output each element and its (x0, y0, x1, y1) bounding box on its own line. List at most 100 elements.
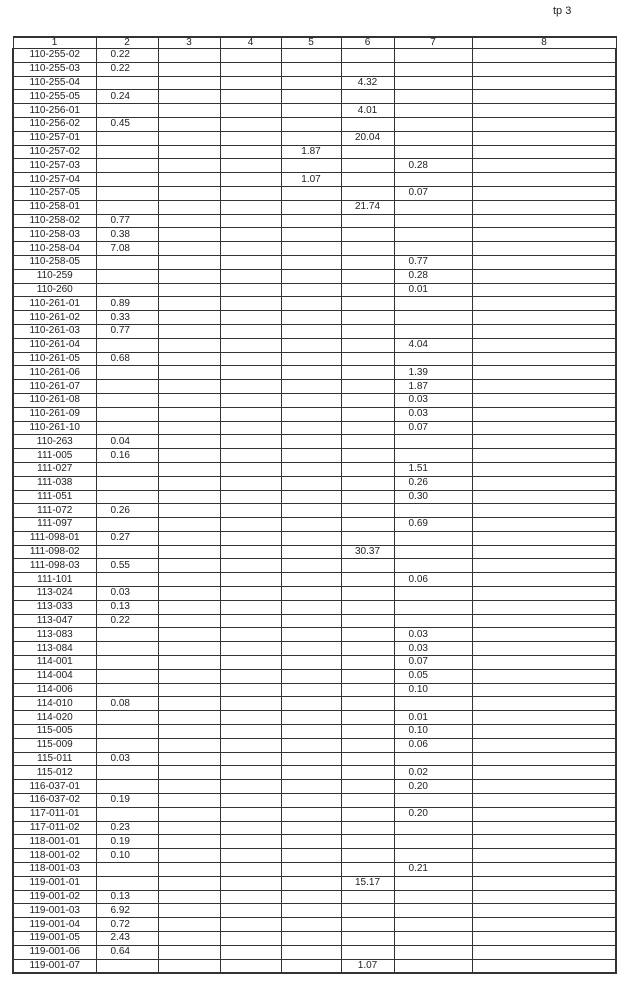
row-code-cell: 113-024 (12, 586, 97, 601)
table-row: 114-010 0.08 (12, 696, 617, 712)
value-cell-col-2: 0.19 (95, 793, 159, 808)
value-cell-col-2: 0.26 (95, 503, 159, 519)
value-cell-col-5 (280, 227, 342, 243)
table-row: 110-258-05 0.77 (12, 254, 617, 270)
value-cell-col-2: 0.77 (95, 323, 159, 339)
row-code-cell: 110-258-04 (12, 241, 97, 256)
value-cell-col-2 (95, 724, 159, 739)
value-cell-col-6 (340, 406, 395, 422)
value-cell-col-2 (95, 379, 159, 394)
value-cell-col-7: 4.04 (393, 337, 473, 353)
value-cell-col-8 (471, 89, 617, 105)
value-cell-col-7 (393, 544, 473, 560)
value-cell-col-5 (280, 392, 342, 408)
value-cell-col-3 (157, 185, 221, 201)
value-cell-col-4 (219, 337, 282, 353)
row-code-cell: 119-001-03 (12, 903, 97, 919)
value-cell-col-4 (219, 489, 282, 505)
value-cell-col-5 (280, 434, 342, 450)
value-cell-col-7: 0.07 (393, 185, 473, 201)
value-cell-col-3 (157, 848, 221, 864)
value-cell-col-5 (280, 737, 342, 753)
row-code-cell: 115-011 (12, 751, 97, 767)
row-code-cell: 110-257-03 (12, 158, 97, 174)
value-cell-col-2 (95, 75, 159, 91)
value-cell-col-8 (471, 641, 617, 657)
value-cell-col-6 (340, 903, 395, 919)
value-cell-col-7 (393, 199, 473, 215)
value-cell-col-7: 0.20 (393, 779, 473, 795)
value-cell-col-5 (280, 61, 342, 77)
table-row: 110-261-07 1.87 (12, 379, 617, 394)
value-cell-col-2: 0.19 (95, 834, 159, 850)
value-cell-col-4 (219, 227, 282, 243)
value-cell-col-3 (157, 586, 221, 601)
value-cell-col-8 (471, 434, 617, 450)
value-cell-col-6 (340, 793, 395, 808)
row-code-cell: 113-033 (12, 599, 97, 615)
value-cell-col-7 (393, 931, 473, 946)
value-cell-col-3 (157, 779, 221, 795)
value-cell-col-4 (219, 682, 282, 698)
value-cell-col-3 (157, 406, 221, 422)
value-cell-col-5 (280, 627, 342, 643)
value-cell-col-2 (95, 572, 159, 588)
table-row: 111-098-03 0.55 (12, 558, 617, 574)
value-cell-col-5 (280, 779, 342, 795)
value-cell-col-3 (157, 116, 221, 132)
value-cell-col-6: 15.17 (340, 875, 395, 891)
row-code-cell: 115-012 (12, 765, 97, 781)
table-row: 111-038 0.26 (12, 475, 617, 491)
table-row: 117-011-02 0.23 (12, 820, 617, 836)
value-cell-col-5 (280, 254, 342, 270)
value-cell-col-7 (393, 530, 473, 546)
value-cell-col-2 (95, 627, 159, 643)
value-cell-col-7 (393, 613, 473, 629)
value-cell-col-3 (157, 820, 221, 836)
value-cell-col-6 (340, 806, 395, 822)
value-cell-col-4 (219, 572, 282, 588)
value-cell-col-2 (95, 103, 159, 118)
value-cell-col-2: 7.08 (95, 241, 159, 256)
value-cell-col-3 (157, 696, 221, 712)
table-row: 110-257-01 20.04 (12, 130, 617, 146)
value-cell-col-7 (393, 834, 473, 850)
table-body: 110-255-02 0.22 110-255-03 0.22 110-255-04 4.… (12, 48, 617, 975)
value-cell-col-2 (95, 158, 159, 174)
table-row: 110-258-02 0.77 (12, 213, 617, 229)
value-cell-col-6 (340, 227, 395, 243)
value-cell-col-4 (219, 917, 282, 932)
value-cell-col-3 (157, 544, 221, 560)
value-cell-col-4 (219, 116, 282, 132)
value-cell-col-5 (280, 199, 342, 215)
value-cell-col-5 (280, 268, 342, 284)
row-code-cell: 110-261-03 (12, 323, 97, 339)
value-cell-col-3 (157, 213, 221, 229)
value-cell-col-8 (471, 365, 617, 381)
value-cell-col-2: 0.03 (95, 586, 159, 601)
value-cell-col-3 (157, 254, 221, 270)
value-cell-col-3 (157, 130, 221, 146)
value-cell-col-7: 1.51 (393, 461, 473, 477)
value-cell-col-5 (280, 365, 342, 381)
value-cell-col-3 (157, 351, 221, 367)
row-code-cell: 114-010 (12, 696, 97, 712)
value-cell-col-5 (280, 862, 342, 877)
value-cell-col-7 (393, 751, 473, 767)
value-cell-col-8 (471, 599, 617, 615)
row-code-cell: 110-256-02 (12, 116, 97, 132)
value-cell-col-5 (280, 848, 342, 864)
value-cell-col-4 (219, 779, 282, 795)
value-cell-col-3 (157, 172, 221, 187)
value-cell-col-2 (95, 254, 159, 270)
column-header-5: 5 (280, 36, 342, 49)
value-cell-col-5 (280, 668, 342, 684)
value-cell-col-3 (157, 793, 221, 808)
value-cell-col-5 (280, 944, 342, 960)
value-cell-col-2 (95, 392, 159, 408)
value-cell-col-8 (471, 75, 617, 91)
value-cell-col-5 (280, 337, 342, 353)
value-cell-col-8 (471, 475, 617, 491)
value-cell-col-8 (471, 185, 617, 201)
value-cell-col-7 (393, 889, 473, 905)
